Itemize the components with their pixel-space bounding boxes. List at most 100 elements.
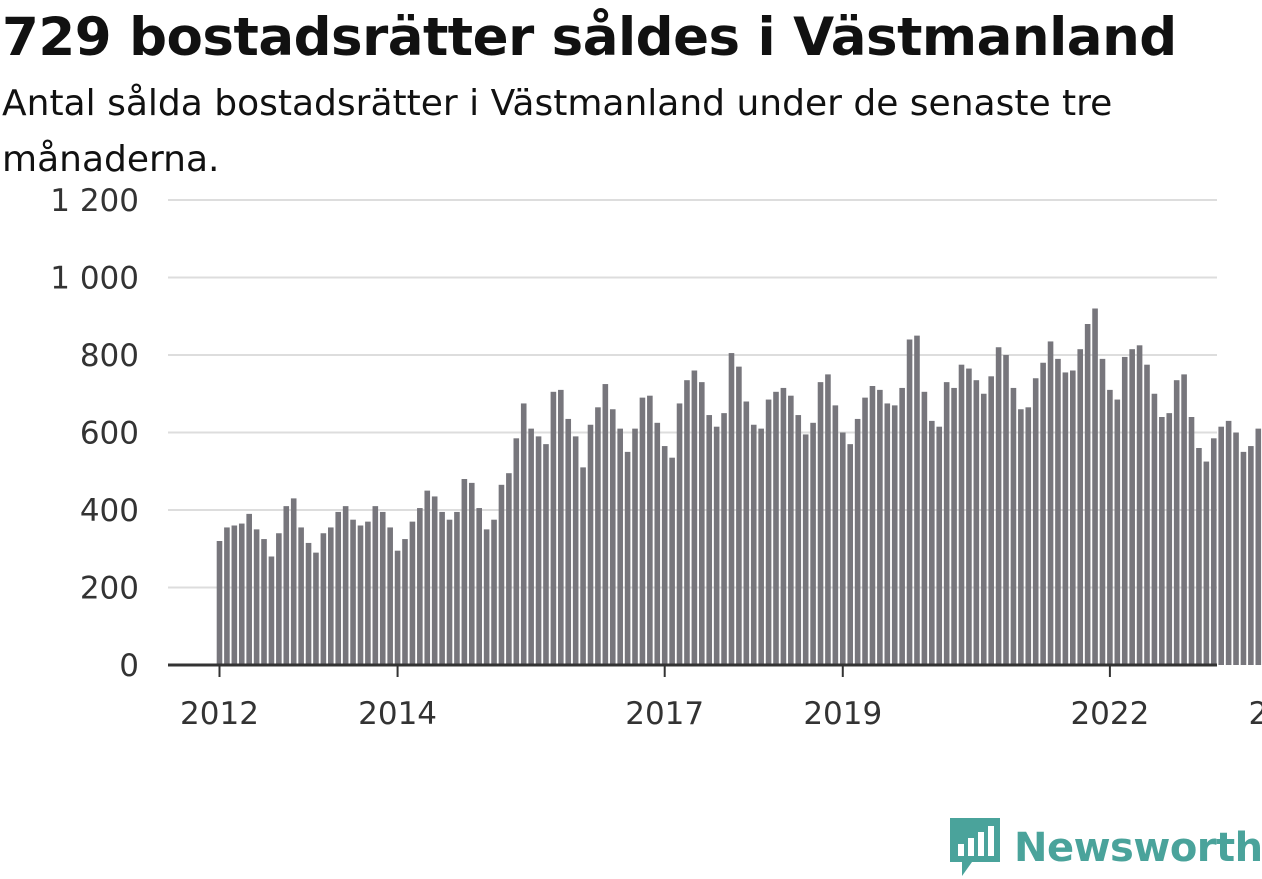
bar [661, 446, 668, 665]
bar [1196, 448, 1202, 665]
bar [691, 370, 698, 665]
bar [1107, 389, 1113, 666]
bar [357, 525, 364, 665]
bar [535, 436, 542, 666]
bar [728, 353, 735, 665]
bar [869, 386, 876, 665]
bar [1010, 387, 1017, 665]
bar [1025, 407, 1032, 665]
bar [617, 428, 623, 666]
bar [224, 527, 230, 665]
bar [765, 399, 772, 665]
bar [862, 397, 868, 666]
bar [810, 422, 816, 665]
bar [216, 541, 223, 665]
bar [788, 395, 794, 665]
bar [1166, 413, 1173, 666]
bar [476, 508, 482, 665]
x-axis-labels: 2012 2014 2017 2019 2022 2024 [180, 696, 1262, 732]
bar [891, 405, 898, 666]
bar [980, 393, 987, 665]
bar [513, 438, 520, 665]
bar [276, 533, 282, 665]
bar [595, 407, 601, 665]
bar [261, 539, 267, 665]
bar [1159, 417, 1165, 665]
bar [231, 525, 238, 665]
x-tick-label: 2014 [358, 696, 437, 732]
x-tick-label: 2022 [1070, 696, 1149, 732]
bar [943, 382, 950, 666]
bar [1047, 341, 1054, 665]
bar [899, 387, 905, 665]
bar [1203, 461, 1210, 665]
bar [847, 444, 853, 666]
bar [335, 511, 342, 665]
bar [424, 490, 431, 666]
bar [1129, 349, 1135, 665]
bar [817, 382, 824, 666]
bar [966, 368, 972, 665]
bar [580, 467, 586, 666]
bar [1092, 308, 1098, 665]
bar [1218, 426, 1224, 665]
bar [350, 519, 356, 665]
bar [387, 527, 393, 665]
bar [520, 403, 527, 665]
bar [914, 335, 920, 666]
bar [572, 436, 579, 666]
bar [439, 511, 445, 665]
bar [498, 484, 505, 665]
y-tick-label: 400 [80, 493, 139, 529]
bar [832, 405, 839, 666]
bar [328, 527, 334, 665]
bar [402, 539, 408, 665]
bar [1055, 358, 1061, 666]
x-axis [168, 663, 1217, 677]
chart-subtitle: Antal sålda bostadsrätter i Västmanland … [2, 83, 1113, 180]
bar [936, 426, 943, 665]
bar [929, 420, 935, 666]
bar [750, 424, 757, 665]
bar [1040, 362, 1046, 665]
bar [1084, 324, 1091, 665]
bar [906, 339, 913, 665]
bar [1255, 428, 1262, 666]
bar [1210, 438, 1217, 665]
bar [268, 556, 275, 665]
y-tick-label: 0 [119, 648, 139, 684]
bars [216, 308, 1262, 666]
x-tick-label: 2017 [625, 696, 704, 732]
bar [676, 403, 683, 665]
bar [483, 529, 490, 666]
bar [528, 428, 534, 666]
bar [506, 473, 512, 665]
y-tick-label: 600 [80, 416, 139, 452]
bar [298, 527, 304, 665]
bar [305, 542, 312, 665]
bar [1181, 374, 1187, 666]
bar [461, 479, 468, 665]
bar [283, 506, 290, 666]
bar [773, 391, 779, 665]
bar [1240, 451, 1247, 666]
bar [884, 403, 891, 665]
bar [639, 397, 646, 666]
brand-name: Newsworthy [1014, 825, 1262, 871]
bar [446, 519, 453, 665]
bar [1173, 380, 1180, 665]
x-tick-label: 2024 [1249, 696, 1262, 732]
bar [394, 550, 401, 665]
bar [491, 519, 497, 665]
bar [342, 506, 349, 666]
y-tick-label: 1 000 [50, 261, 139, 297]
bar [684, 380, 690, 665]
bar [736, 366, 742, 666]
bar [647, 395, 653, 665]
bar [1136, 345, 1143, 665]
bar [1099, 358, 1106, 666]
bar [1070, 370, 1076, 665]
bar [313, 552, 319, 666]
bar [795, 415, 802, 665]
